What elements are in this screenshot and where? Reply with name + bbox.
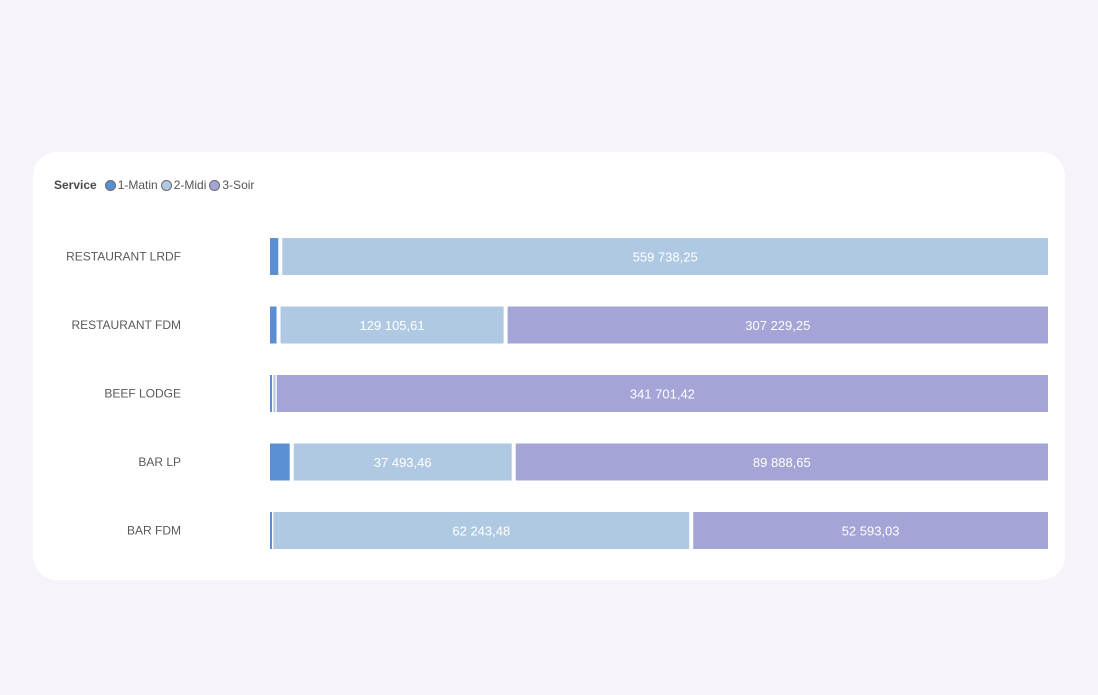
category-label: BAR LP (138, 455, 181, 469)
bar-segment-2-midi[interactable] (273, 375, 276, 412)
bar-segment-1-matin[interactable] (270, 238, 279, 275)
legend-label-matin: 1-Matin (117, 178, 158, 192)
bar-segment-1-matin[interactable] (270, 512, 272, 549)
bar-segment-3-soir[interactable] (693, 512, 1048, 549)
legend-label-soir: 3-Soir (222, 178, 255, 192)
data-label: 129 105,61 (360, 318, 425, 333)
data-label: 52 593,03 (842, 524, 900, 539)
legend: Service 1-Matin 2-Midi 3-Soir (54, 176, 257, 194)
legend-item-matin[interactable]: 1-Matin (104, 178, 158, 192)
bar-segment-2-midi[interactable] (280, 306, 504, 344)
category-label: BEEF LODGE (104, 387, 181, 401)
legend-label-midi: 2-Midi (173, 178, 207, 192)
legend-title: Service (54, 178, 97, 192)
legend-item-soir[interactable]: 3-Soir (209, 178, 254, 192)
bar-segment-2-midi[interactable] (282, 238, 1048, 275)
legend-dot-matin (104, 179, 116, 191)
legend-item-midi[interactable]: 2-Midi (160, 178, 207, 192)
bar-segment-2-midi[interactable] (293, 443, 512, 481)
data-label: 341 701,42 (630, 387, 695, 402)
bar-segment-1-matin[interactable] (270, 443, 290, 481)
legend-dot-midi (160, 179, 172, 191)
chart-card (33, 152, 1065, 580)
data-label: 37 493,46 (374, 455, 432, 470)
bar-segment-1-matin[interactable] (270, 375, 272, 412)
bar-segment-2-midi[interactable] (273, 512, 690, 549)
category-label: RESTAURANT FDM (71, 318, 181, 332)
category-label: RESTAURANT LRDF (66, 250, 181, 264)
bar-segment-1-matin[interactable] (270, 306, 277, 344)
legend-dot-soir (209, 179, 221, 191)
data-label: 62 243,48 (452, 524, 510, 539)
data-label: 307 229,25 (745, 318, 810, 333)
data-label: 559 738,25 (633, 250, 698, 265)
bar-segment-3-soir[interactable] (507, 306, 1048, 344)
category-label: BAR FDM (127, 524, 181, 538)
data-label: 89 888,65 (753, 455, 811, 470)
bar-segment-3-soir[interactable] (276, 375, 1048, 412)
bar-segment-3-soir[interactable] (515, 443, 1048, 481)
